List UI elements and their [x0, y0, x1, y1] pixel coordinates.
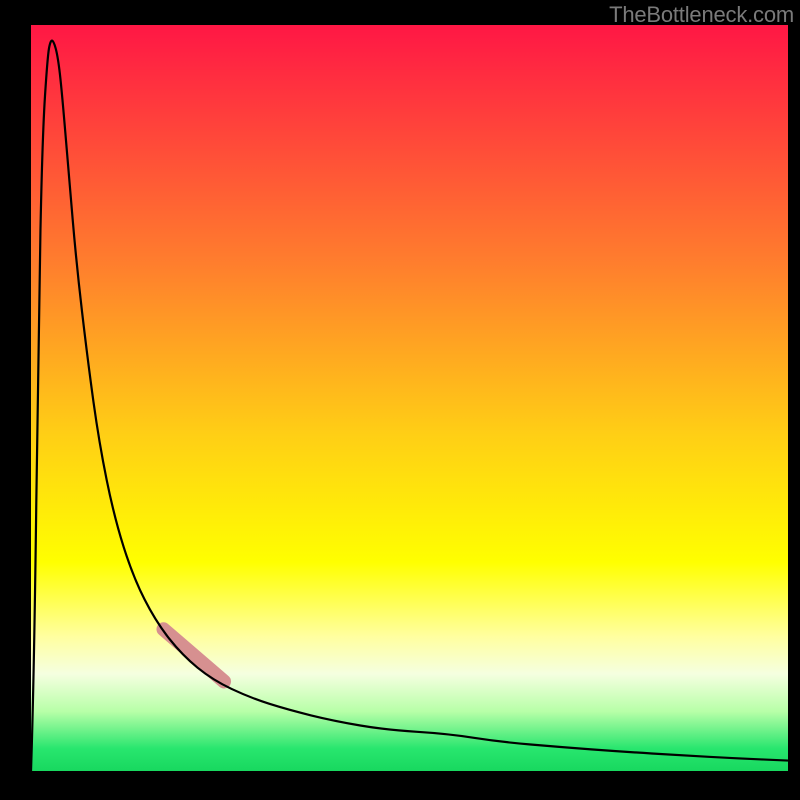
watermark-text: TheBottleneck.com [609, 2, 794, 28]
chart-frame: TheBottleneck.com [0, 0, 800, 800]
bottleneck-curve-plot [0, 0, 800, 800]
plot-background [31, 25, 788, 771]
